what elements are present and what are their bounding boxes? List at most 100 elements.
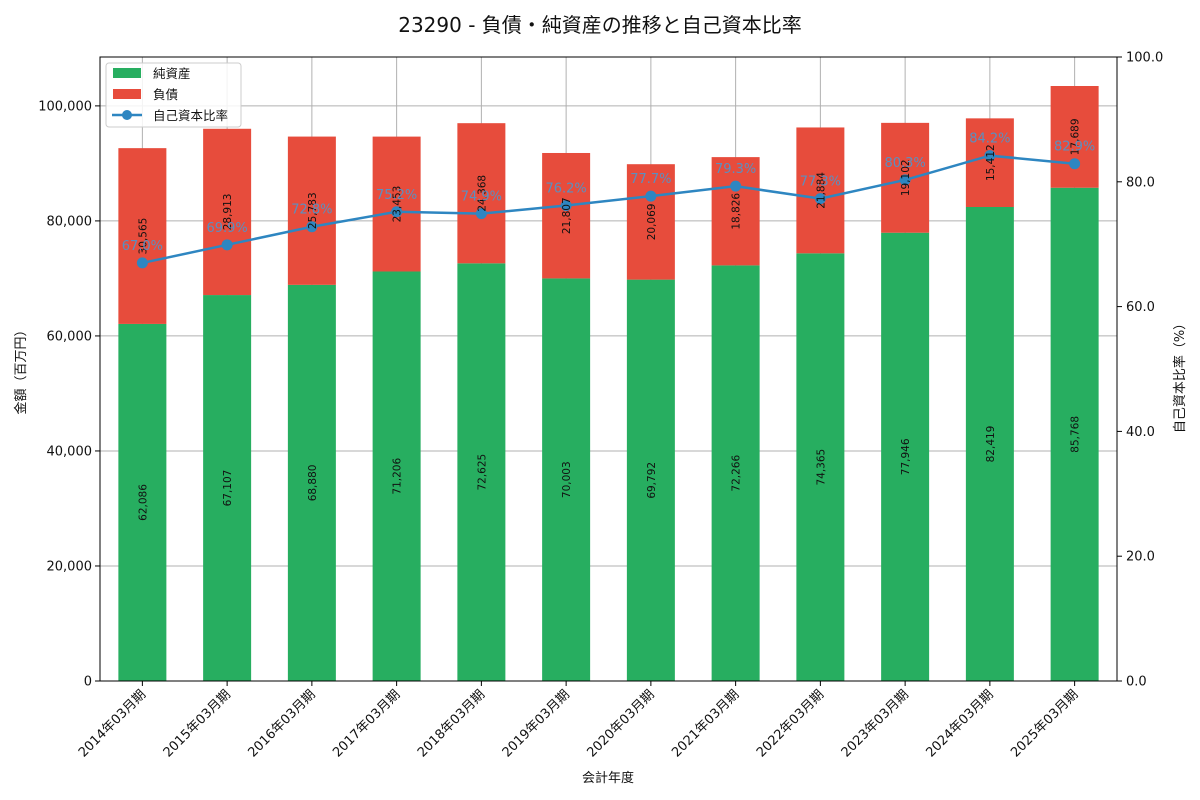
x-tick-label: 2018年03月期: [415, 687, 488, 760]
legend-swatch-net-assets: [113, 68, 141, 78]
bar-net-assets: [796, 253, 845, 681]
x-tick-label: 2015年03月期: [161, 687, 234, 760]
y2-tick-label: 40.0: [1126, 425, 1155, 440]
ratio-value-label: 79.3%: [715, 162, 756, 177]
bar-net-assets: [203, 295, 252, 681]
legend-label-net-assets: 純資産: [153, 66, 191, 81]
bar-net-assets: [1050, 187, 1099, 682]
bar-value-label-net-assets: 71,206: [392, 458, 404, 495]
ratio-point: [475, 208, 487, 220]
bar-liabilities: [457, 123, 506, 264]
bar-net-assets: [372, 271, 421, 681]
bar-value-label-net-assets: 62,086: [137, 484, 149, 521]
x-tick-label: 2022年03月期: [754, 687, 827, 760]
bar-value-label-liabilities: 17,689: [1070, 118, 1082, 155]
y-tick-label: 20,000: [47, 559, 93, 574]
grid: [100, 57, 1117, 681]
bar-value-label-liabilities: 30,565: [137, 218, 149, 255]
bar-value-label-liabilities: 20,069: [646, 204, 658, 241]
ratio-line: [136, 150, 1081, 269]
y2-axis-label: 自己資本比率（%）: [1172, 317, 1188, 433]
bar-net-assets: [457, 263, 506, 681]
ratio-point: [391, 206, 403, 218]
legend-label-liabilities: 負債: [153, 87, 178, 102]
bar-value-label-liabilities: 15,412: [985, 144, 997, 181]
x-tick-label: 2021年03月期: [669, 687, 742, 760]
legend-swatch-liabilities: [113, 89, 141, 99]
y2-tick-label: 60.0: [1126, 300, 1155, 315]
bar-net-assets: [626, 279, 675, 681]
plot-frame: [99, 56, 1118, 682]
ratio-value-label: 76.2%: [545, 182, 586, 197]
data-labels: 62,086 30,565 67,107 28,913 68,880 25,783 71,2…: [122, 118, 1096, 520]
bar-liabilities: [542, 152, 591, 279]
bar-net-assets: [542, 278, 591, 681]
bar-liabilities: [118, 148, 167, 324]
ratio-value-label: 75.2%: [376, 188, 417, 203]
bar-value-label-liabilities: 23,453: [392, 186, 404, 223]
ratio-value-label: 72.8%: [291, 203, 332, 218]
bar-liabilities: [203, 128, 252, 296]
bar-value-label-net-assets: 68,880: [307, 465, 319, 502]
ratio-point: [221, 239, 233, 251]
bar-net-assets: [711, 265, 760, 681]
x-tick-label: 2019年03月期: [500, 687, 573, 760]
bar-value-label-net-assets: 74,365: [815, 449, 827, 486]
x-tick-label: 2014年03月期: [76, 687, 149, 760]
x-axis-label: 会計年度: [582, 770, 634, 786]
chart-title: 23290 - 負債・純資産の推移と自己資本比率: [398, 13, 802, 37]
ratio-point: [899, 174, 911, 186]
bar-value-label-liabilities: 21,884: [815, 172, 827, 209]
ratio-value-label: 67.0%: [122, 239, 163, 254]
ratio-point: [1069, 158, 1081, 170]
bar-liabilities: [796, 127, 845, 254]
bar-value-label-net-assets: 85,768: [1070, 416, 1082, 453]
legend-label-ratio: 自己資本比率: [153, 108, 228, 123]
bar-liabilities: [626, 164, 675, 280]
bar-value-label-net-assets: 70,003: [561, 461, 573, 498]
ratio-value-label: 82.9%: [1054, 140, 1095, 155]
ratio-value-label: 74.9%: [461, 190, 502, 205]
ratio-point: [136, 257, 148, 269]
y-tick-label: 100,000: [38, 99, 92, 114]
bar-value-label-net-assets: 69,792: [646, 462, 658, 499]
bar-value-label-net-assets: 72,625: [476, 454, 488, 491]
bar-liabilities: [711, 157, 760, 266]
x-tick-label: 2025年03月期: [1008, 687, 1081, 760]
y-tick-label: 80,000: [47, 214, 93, 229]
y-axis-label: 金額（百万円）: [13, 323, 29, 414]
ratio-point: [306, 221, 318, 233]
x-tick-label: 2020年03月期: [584, 687, 657, 760]
bar-value-label-net-assets: 77,946: [900, 438, 912, 475]
bar-value-label-net-assets: 82,419: [985, 426, 997, 463]
bar-value-label-net-assets: 67,107: [222, 470, 234, 507]
y-tick-label: 0: [84, 675, 92, 690]
y-tick-label: 40,000: [47, 444, 93, 459]
ratio-line-path: [142, 154, 1075, 265]
bar-value-label-liabilities: 28,913: [222, 194, 234, 231]
ratio-point: [645, 190, 657, 202]
bar-net-assets: [287, 284, 336, 681]
bar-liabilities: [372, 136, 421, 272]
ratio-point: [984, 150, 996, 162]
y2-tick-label: 80.0: [1126, 175, 1155, 190]
ratio-value-label: 80.3%: [884, 156, 925, 171]
y2-tick-label: 20.0: [1126, 550, 1155, 565]
ratio-value-label: 77.7%: [630, 172, 671, 187]
y2-tick-label: 100.0: [1126, 51, 1163, 66]
bar-net-assets: [118, 323, 167, 681]
bar-value-label-liabilities: 25,783: [307, 192, 319, 229]
bar-value-label-liabilities: 19,102: [900, 159, 912, 196]
bar-net-assets: [965, 206, 1014, 682]
x-tick-label: 2017年03月期: [330, 687, 403, 760]
ratio-point: [730, 180, 742, 192]
ratio-point: [560, 200, 572, 212]
bar-liabilities: [1050, 86, 1099, 188]
bar-value-label-liabilities: 18,826: [731, 193, 743, 230]
bars: [118, 86, 1099, 682]
x-tick-label: 2023年03月期: [839, 687, 912, 760]
bar-value-label-liabilities: 21,807: [561, 197, 573, 234]
legend-box: [105, 62, 242, 128]
x-tick-label: 2024年03月期: [923, 687, 996, 760]
